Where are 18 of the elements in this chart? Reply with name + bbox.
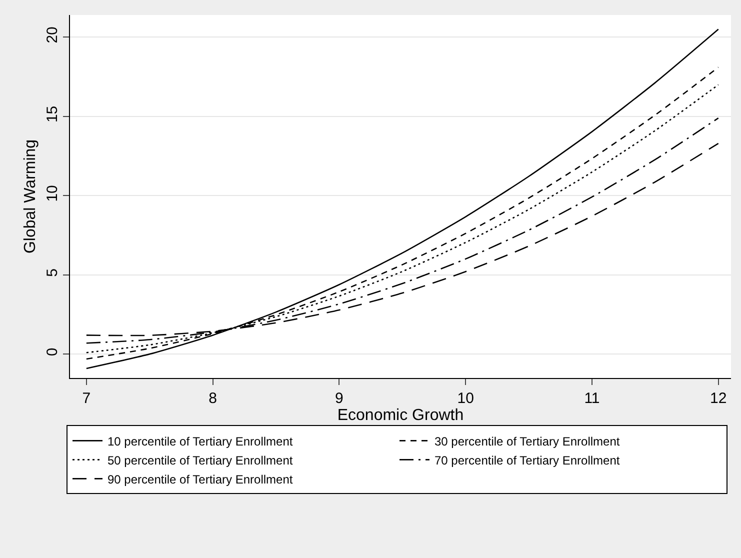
x-tick-label: 8 bbox=[208, 390, 217, 407]
legend-label: 50 percentile of Tertiary Enrollment bbox=[108, 453, 294, 468]
y-tick-label: 20 bbox=[44, 26, 61, 44]
legend-label: 30 percentile of Tertiary Enrollment bbox=[434, 434, 620, 448]
x-axis-title: Economic Growth bbox=[337, 407, 464, 424]
y-tick-label: 0 bbox=[44, 348, 61, 356]
legend-label: 10 percentile of Tertiary Enrollment bbox=[108, 434, 294, 448]
x-tick-label: 11 bbox=[584, 390, 600, 407]
x-tick-label: 7 bbox=[82, 390, 91, 407]
x-tick-label: 10 bbox=[457, 390, 474, 407]
legend-label: 70 percentile of Tertiary Enrollment bbox=[434, 453, 620, 468]
x-tick-label: 12 bbox=[710, 390, 727, 407]
y-tick-label: 15 bbox=[44, 106, 61, 123]
y-tick-label: 5 bbox=[44, 268, 61, 277]
y-axis-title: Global Warming bbox=[22, 139, 39, 254]
legend-label: 90 percentile of Tertiary Enrollment bbox=[108, 472, 294, 486]
y-tick-label: 10 bbox=[44, 185, 61, 202]
x-tick-label: 9 bbox=[335, 390, 344, 407]
